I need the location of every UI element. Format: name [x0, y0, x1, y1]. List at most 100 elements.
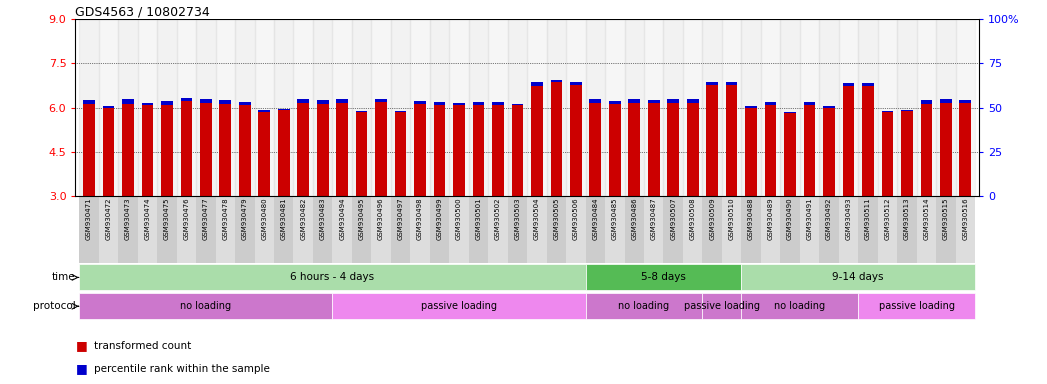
Text: GSM930489: GSM930489 [767, 198, 774, 240]
Bar [741, 265, 975, 290]
Text: GSM930493: GSM930493 [846, 198, 851, 240]
Bar [336, 103, 348, 196]
Bar [800, 19, 819, 196]
Bar [936, 196, 956, 263]
Bar [609, 101, 621, 104]
Text: GSM930476: GSM930476 [183, 198, 190, 240]
Bar [667, 99, 680, 103]
Text: GSM930473: GSM930473 [125, 198, 131, 240]
Bar [220, 100, 231, 104]
Bar [920, 100, 932, 104]
Text: GSM930513: GSM930513 [904, 198, 910, 240]
Bar [449, 19, 469, 196]
Bar [916, 19, 936, 196]
Text: time: time [52, 272, 75, 283]
Bar [566, 19, 585, 196]
Text: GSM930481: GSM930481 [281, 198, 287, 240]
Bar [254, 196, 274, 263]
Bar [395, 112, 406, 196]
Bar [585, 196, 605, 263]
Bar [804, 102, 816, 104]
Bar [415, 101, 426, 104]
Bar [372, 19, 391, 196]
Bar [277, 109, 290, 110]
Bar [216, 19, 236, 196]
Bar [527, 19, 547, 196]
Bar [804, 104, 816, 196]
Text: passive loading: passive loading [684, 301, 760, 311]
Bar [200, 99, 211, 103]
Bar [570, 84, 582, 196]
Bar [333, 293, 585, 319]
Text: GSM930495: GSM930495 [359, 198, 364, 240]
Bar [741, 293, 859, 319]
Bar [180, 98, 193, 101]
Bar [410, 19, 430, 196]
Bar [745, 108, 757, 196]
Bar [959, 103, 972, 196]
Text: GSM930471: GSM930471 [86, 198, 92, 240]
Bar [449, 196, 469, 263]
Bar [453, 105, 465, 196]
Bar [492, 102, 504, 104]
Bar [80, 196, 98, 263]
Bar [683, 196, 703, 263]
Text: GSM930510: GSM930510 [729, 198, 735, 240]
Bar [956, 19, 975, 196]
Bar [940, 103, 952, 196]
Bar [628, 99, 640, 103]
Bar [410, 196, 430, 263]
Text: GSM930503: GSM930503 [514, 198, 520, 240]
Bar [352, 19, 372, 196]
Bar [897, 19, 916, 196]
Bar [761, 196, 780, 263]
Bar [687, 103, 698, 196]
Bar [259, 110, 270, 112]
Text: GSM930507: GSM930507 [670, 198, 676, 240]
Bar [882, 111, 893, 112]
Bar [254, 19, 274, 196]
Text: GSM930505: GSM930505 [554, 198, 559, 240]
Text: ■: ■ [75, 339, 87, 352]
Bar [551, 79, 562, 83]
Bar [157, 196, 177, 263]
Text: GSM930508: GSM930508 [690, 198, 695, 240]
Bar [624, 19, 644, 196]
Bar [313, 19, 333, 196]
Bar [843, 83, 854, 86]
Bar [453, 103, 465, 105]
Bar [177, 196, 196, 263]
Text: no loading: no loading [619, 301, 670, 311]
Bar [216, 196, 236, 263]
Text: GSM930499: GSM930499 [437, 198, 443, 240]
Bar [259, 112, 270, 196]
Bar [707, 82, 718, 84]
Bar [916, 196, 936, 263]
Bar [274, 196, 293, 263]
Bar [877, 19, 897, 196]
Bar [780, 196, 800, 263]
Bar [277, 110, 290, 196]
Bar [920, 104, 932, 196]
Bar [703, 196, 721, 263]
Bar [236, 19, 254, 196]
Bar [180, 101, 193, 196]
Bar [882, 112, 893, 196]
Bar [761, 19, 780, 196]
Bar [297, 103, 309, 196]
Bar [138, 19, 157, 196]
Bar [83, 100, 95, 104]
Bar [239, 102, 250, 104]
Bar [391, 19, 410, 196]
Bar [741, 19, 761, 196]
Bar [512, 105, 524, 196]
Bar [819, 19, 839, 196]
Bar [293, 19, 313, 196]
Bar [488, 196, 508, 263]
Bar [839, 196, 859, 263]
Bar [589, 103, 601, 196]
Bar [157, 19, 177, 196]
Text: 5-8 days: 5-8 days [641, 272, 686, 283]
Text: GSM930478: GSM930478 [222, 198, 228, 240]
Bar [877, 196, 897, 263]
